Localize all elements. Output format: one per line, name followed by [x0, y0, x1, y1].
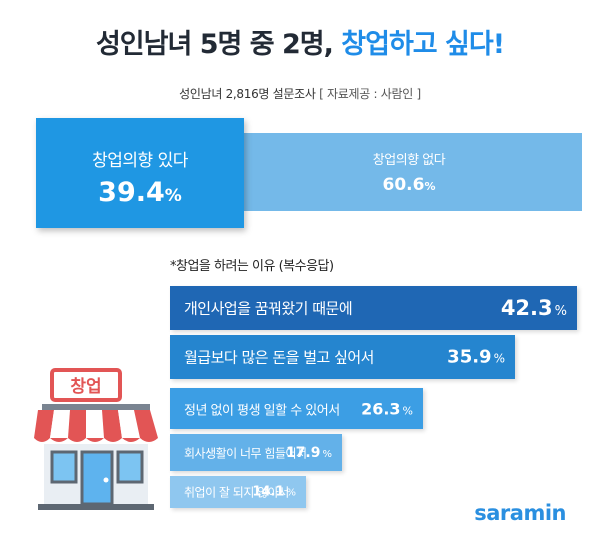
reason-value: 17.9%	[286, 445, 332, 461]
reason-unit: %	[554, 304, 567, 319]
reason-unit: %	[402, 404, 413, 417]
saramin-logo: saramin	[474, 501, 566, 525]
intent-no-number: 60.6	[382, 175, 425, 195]
reason-value: 26.3%	[361, 399, 413, 418]
reason-bar: 개인사업을 꿈꿔왔기 때문에 42.3%	[170, 286, 577, 330]
data-source: [ 자료제공 : 사람인 ]	[319, 87, 421, 101]
reason-label: 정년 없이 평생 일할 수 있어서	[184, 403, 340, 418]
reason-unit: %	[493, 351, 505, 366]
reason-label: 월급보다 많은 돈을 벌고 싶어서	[184, 348, 374, 367]
reason-value: 35.9%	[447, 347, 505, 368]
reason-bar: 취업이 잘 되지 않아서 14.1%	[170, 476, 306, 508]
intent-no-value: 60.6%	[236, 175, 582, 195]
intent-yes-value: 39.4%	[36, 177, 244, 208]
reason-bar: 정년 없이 평생 일할 수 있어서 26.3%	[170, 388, 423, 429]
shop-sign	[50, 368, 122, 402]
reason-number: 42.3	[500, 296, 553, 320]
awning-rail	[42, 404, 150, 410]
store-window	[50, 450, 78, 484]
reason-bar: 월급보다 많은 돈을 벌고 싶어서 35.9%	[170, 335, 515, 379]
intent-yes-label: 창업의향 있다	[92, 151, 188, 171]
reason-unit: %	[286, 487, 296, 499]
intent-no-unit: %	[424, 180, 436, 193]
intent-no-label: 창업의향 없다	[372, 153, 446, 168]
shop-sign-text: 창업	[70, 377, 101, 397]
store-window	[116, 450, 144, 484]
reason-value: 14.1%	[252, 485, 296, 500]
storefront-icon: 창업	[34, 368, 158, 510]
title-part-1: 성인남녀 5명 중 2명,	[95, 29, 342, 60]
door-knob	[103, 477, 109, 483]
reason-number: 35.9	[447, 346, 492, 368]
intent-yes-box: 창업의향 있다 39.4%	[36, 118, 244, 228]
reasons-title: *창업을 하려는 이유 (복수응답)	[170, 259, 334, 274]
reason-bar: 회사생활이 너무 힘들어서 17.9%	[170, 434, 342, 471]
store-base	[38, 504, 154, 510]
subtitle: 성인남녀 2,816명 설문조사 [ 자료제공 : 사람인 ]	[0, 85, 600, 102]
intent-yes-unit: %	[164, 186, 182, 206]
reason-number: 14.1	[252, 484, 285, 500]
reason-number: 26.3	[361, 399, 401, 418]
reason-label: 회사생활이 너무 힘들어서	[184, 446, 307, 460]
reason-number: 17.9	[285, 444, 321, 461]
page-title: 성인남녀 5명 중 2명, 창업하고 싶다!	[0, 22, 600, 61]
intent-no-box: 창업의향 없다 60.6%	[236, 133, 582, 211]
reason-label: 개인사업을 꿈꿔왔기 때문에	[184, 299, 353, 318]
title-part-2: 창업하고 싶다!	[341, 29, 505, 60]
reason-unit: %	[322, 448, 332, 460]
awning	[34, 410, 158, 442]
survey-description: 성인남녀 2,816명 설문조사	[179, 87, 316, 101]
reason-label: 취업이 잘 되지 않아서	[184, 485, 289, 500]
reason-value: 42.3%	[501, 296, 567, 320]
intent-yes-number: 39.4	[98, 177, 165, 208]
